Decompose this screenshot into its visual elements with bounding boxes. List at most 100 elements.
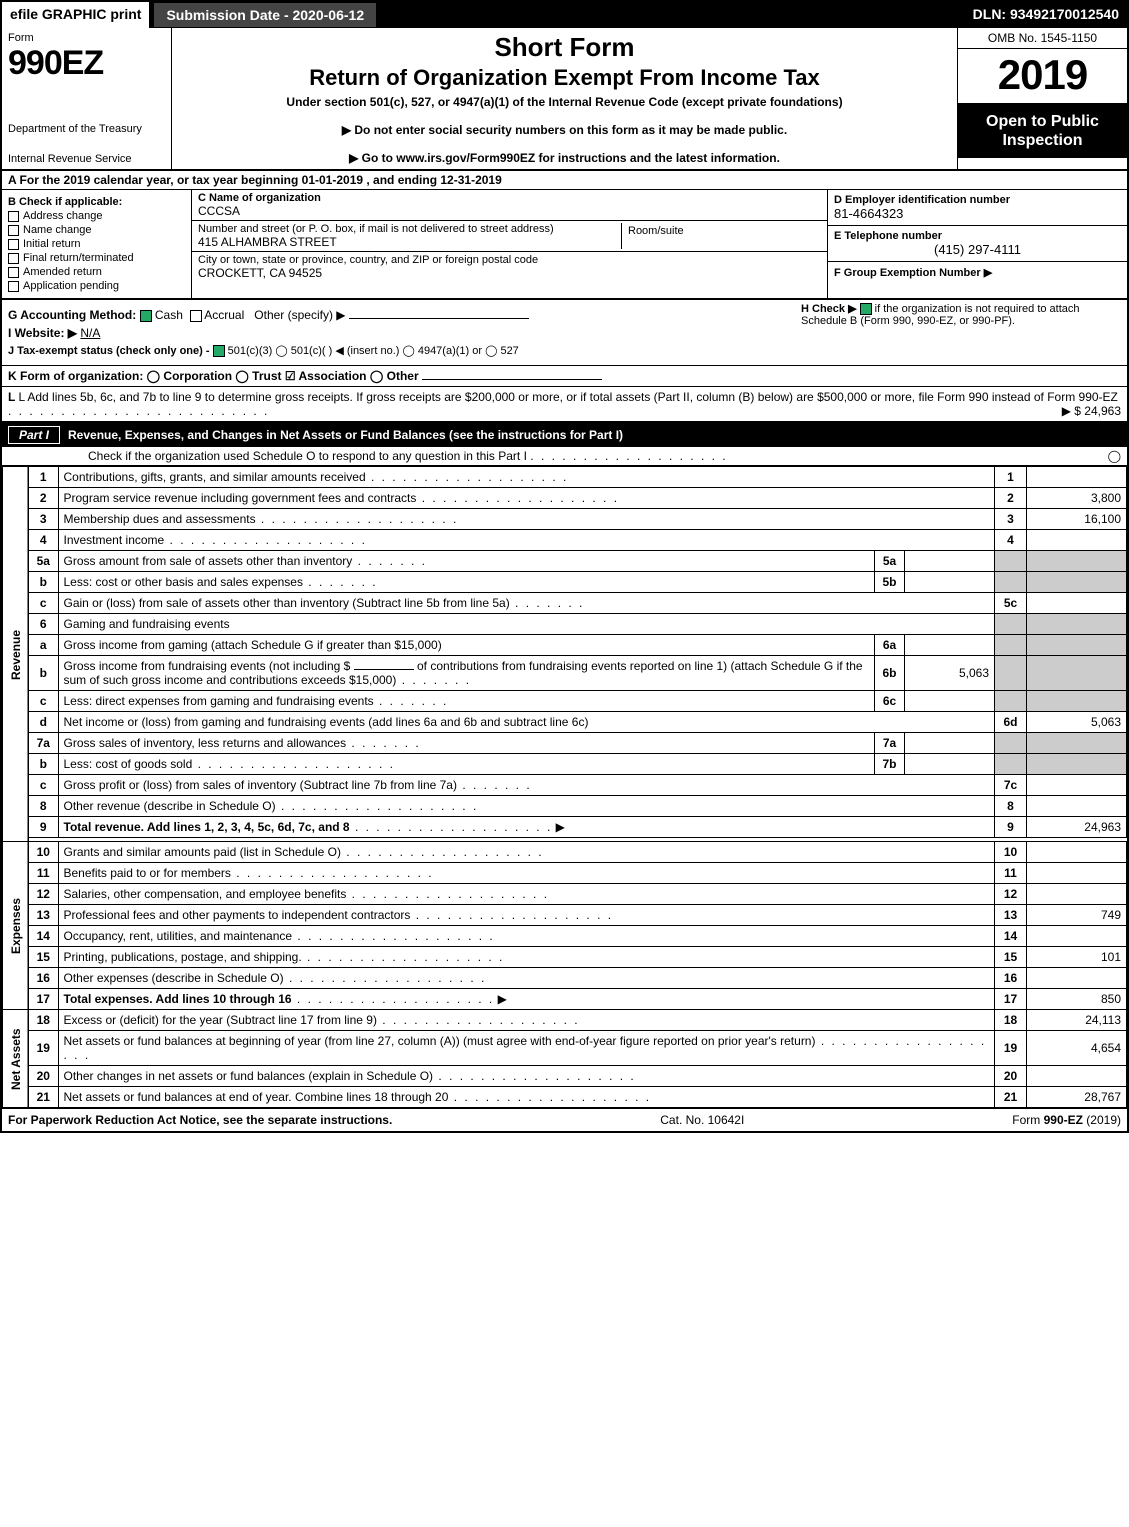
table-row: 12 Salaries, other compensation, and emp… [3,884,1127,905]
table-row: 3 Membership dues and assessments 3 16,1… [3,509,1127,530]
submission-date: Submission Date - 2020-06-12 [153,2,377,28]
table-row: 15 Printing, publications, postage, and … [3,947,1127,968]
dln-label: DLN: 93492170012540 [965,2,1127,28]
form-number: 990EZ [8,44,165,83]
l-line: L L Add lines 5b, 6c, and 7b to line 9 t… [2,387,1127,423]
table-row: 21 Net assets or fund balances at end of… [3,1087,1127,1108]
part1-header: Part I Revenue, Expenses, and Changes in… [2,423,1127,447]
line-desc: Less: cost of goods sold [58,754,875,775]
tax-year: 2019 [958,49,1127,104]
city-value: CROCKETT, CA 94525 [198,266,322,280]
l-text: L Add lines 5b, 6c, and 7b to line 9 to … [18,390,1117,404]
line-desc: Investment income [58,530,995,551]
checkbox-filled-icon [213,345,225,357]
line-amount: 24,113 [1027,1010,1127,1031]
line-desc: Gain or (loss) from sale of assets other… [58,593,995,614]
line-desc: Membership dues and assessments [58,509,995,530]
checkbox-icon [8,239,19,250]
line-desc: Salaries, other compensation, and employ… [58,884,995,905]
table-row: Net Assets 18 Excess or (deficit) for th… [3,1010,1127,1031]
form-990ez-page: efile GRAPHIC print Submission Date - 20… [0,0,1129,1133]
phone-cell: E Telephone number (415) 297-4111 [828,226,1127,262]
inner-amount: 5,063 [905,656,995,691]
table-row: c Gain or (loss) from sale of assets oth… [3,593,1127,614]
table-row: 7a Gross sales of inventory, less return… [3,733,1127,754]
e-label: E Telephone number [834,230,942,242]
line-desc: Less: direct expenses from gaming and fu… [58,691,875,712]
check-amended: Amended return [8,266,185,278]
table-row: c Gross profit or (loss) from sales of i… [3,775,1127,796]
accounting-block: H Check ▶ if the organization is not req… [2,300,1127,366]
checkbox-filled-icon [140,310,152,322]
line-desc: Total expenses. Add lines 10 through 16 … [58,989,995,1010]
part1-check-line: Check if the organization used Schedule … [2,447,1127,466]
line-desc: Gross income from gaming (attach Schedul… [58,635,875,656]
table-row: 16 Other expenses (describe in Schedule … [3,968,1127,989]
line-amount: 101 [1027,947,1127,968]
line-desc: Program service revenue including govern… [58,488,995,509]
h-label: H Check ▶ [801,303,857,315]
line-desc: Net assets or fund balances at beginning… [58,1031,995,1066]
line-ref: 1 [995,467,1027,488]
under-section: Under section 501(c), 527, or 4947(a)(1)… [180,95,949,109]
netassets-side-label: Net Assets [3,1010,29,1108]
table-row: a Gross income from gaming (attach Sched… [3,635,1127,656]
table-row: 4 Investment income 4 [3,530,1127,551]
table-row: Expenses 10 Grants and similar amounts p… [3,842,1127,863]
table-row: 6 Gaming and fundraising events [3,614,1127,635]
checkbox-column: B Check if applicable: Address change Na… [2,190,192,298]
table-row: b Less: cost or other basis and sales ex… [3,572,1127,593]
table-row: d Net income or (loss) from gaming and f… [3,712,1127,733]
line-amount [1027,467,1127,488]
line-amount: 16,100 [1027,509,1127,530]
i-line: I Website: ▶ N/A [8,326,1121,340]
entity-mid: C Name of organization CCCSA Number and … [192,190,827,298]
part1-table: Revenue 1 Contributions, gifts, grants, … [2,466,1127,1108]
checkbox-icon [8,253,19,264]
room-label: Room/suite [628,225,684,237]
table-row: 13 Professional fees and other payments … [3,905,1127,926]
form-header: Form 990EZ Department of the Treasury In… [2,28,1127,171]
line-amount: 28,767 [1027,1087,1127,1108]
line-desc: Gaming and fundraising events [58,614,995,635]
short-form-title: Short Form [180,32,949,63]
line-desc: Occupancy, rent, utilities, and maintena… [58,926,995,947]
return-title: Return of Organization Exempt From Incom… [180,65,949,91]
dots [8,404,269,418]
line-desc: Other changes in net assets or fund bala… [58,1066,995,1087]
part1-title: Revenue, Expenses, and Changes in Net As… [68,428,623,442]
city-label: City or town, state or province, country… [198,254,538,266]
line-amount: 3,800 [1027,488,1127,509]
inner-amount [905,551,995,572]
c-label: C Name of organization [198,192,321,204]
checkbox-icon [8,211,19,222]
line-desc: Net income or (loss) from gaming and fun… [58,712,995,733]
footer-mid: Cat. No. 10642I [660,1113,744,1127]
city-row: City or town, state or province, country… [192,252,827,298]
table-row: 5a Gross amount from sale of assets othe… [3,551,1127,572]
entity-block: B Check if applicable: Address change Na… [2,190,1127,300]
line-desc: Less: cost or other basis and sales expe… [58,572,875,593]
table-row: Revenue 1 Contributions, gifts, grants, … [3,467,1127,488]
i-label: I Website: ▶ [8,326,77,340]
revenue-side-label: Revenue [3,467,29,842]
j-line: J Tax-exempt status (check only one) - 5… [8,344,1121,357]
b-label: B Check if applicable: [8,196,185,208]
dept-treasury: Department of the Treasury [8,123,165,135]
efile-label: efile GRAPHIC print [2,2,149,28]
checkbox-icon [190,310,202,322]
k-line: K Form of organization: ◯ Corporation ◯ … [2,366,1127,387]
check-application-pending: Application pending [8,280,185,292]
note-link: ▶ Go to www.irs.gov/Form990EZ for instru… [180,151,949,165]
line-amount: 5,063 [1027,712,1127,733]
line-amount: 749 [1027,905,1127,926]
street-label: Number and street (or P. O. box, if mail… [198,223,554,235]
org-name-row: C Name of organization CCCSA [192,190,827,221]
table-row: b Less: cost of goods sold 7b [3,754,1127,775]
form-label: Form [8,32,165,44]
page-footer: For Paperwork Reduction Act Notice, see … [2,1108,1127,1131]
group-exemption-cell: F Group Exemption Number ▶ [828,262,1127,298]
line-desc: Gross profit or (loss) from sales of inv… [58,775,995,796]
line-desc: Grants and similar amounts paid (list in… [58,842,995,863]
l-amount: ▶ $ 24,963 [1062,404,1121,418]
